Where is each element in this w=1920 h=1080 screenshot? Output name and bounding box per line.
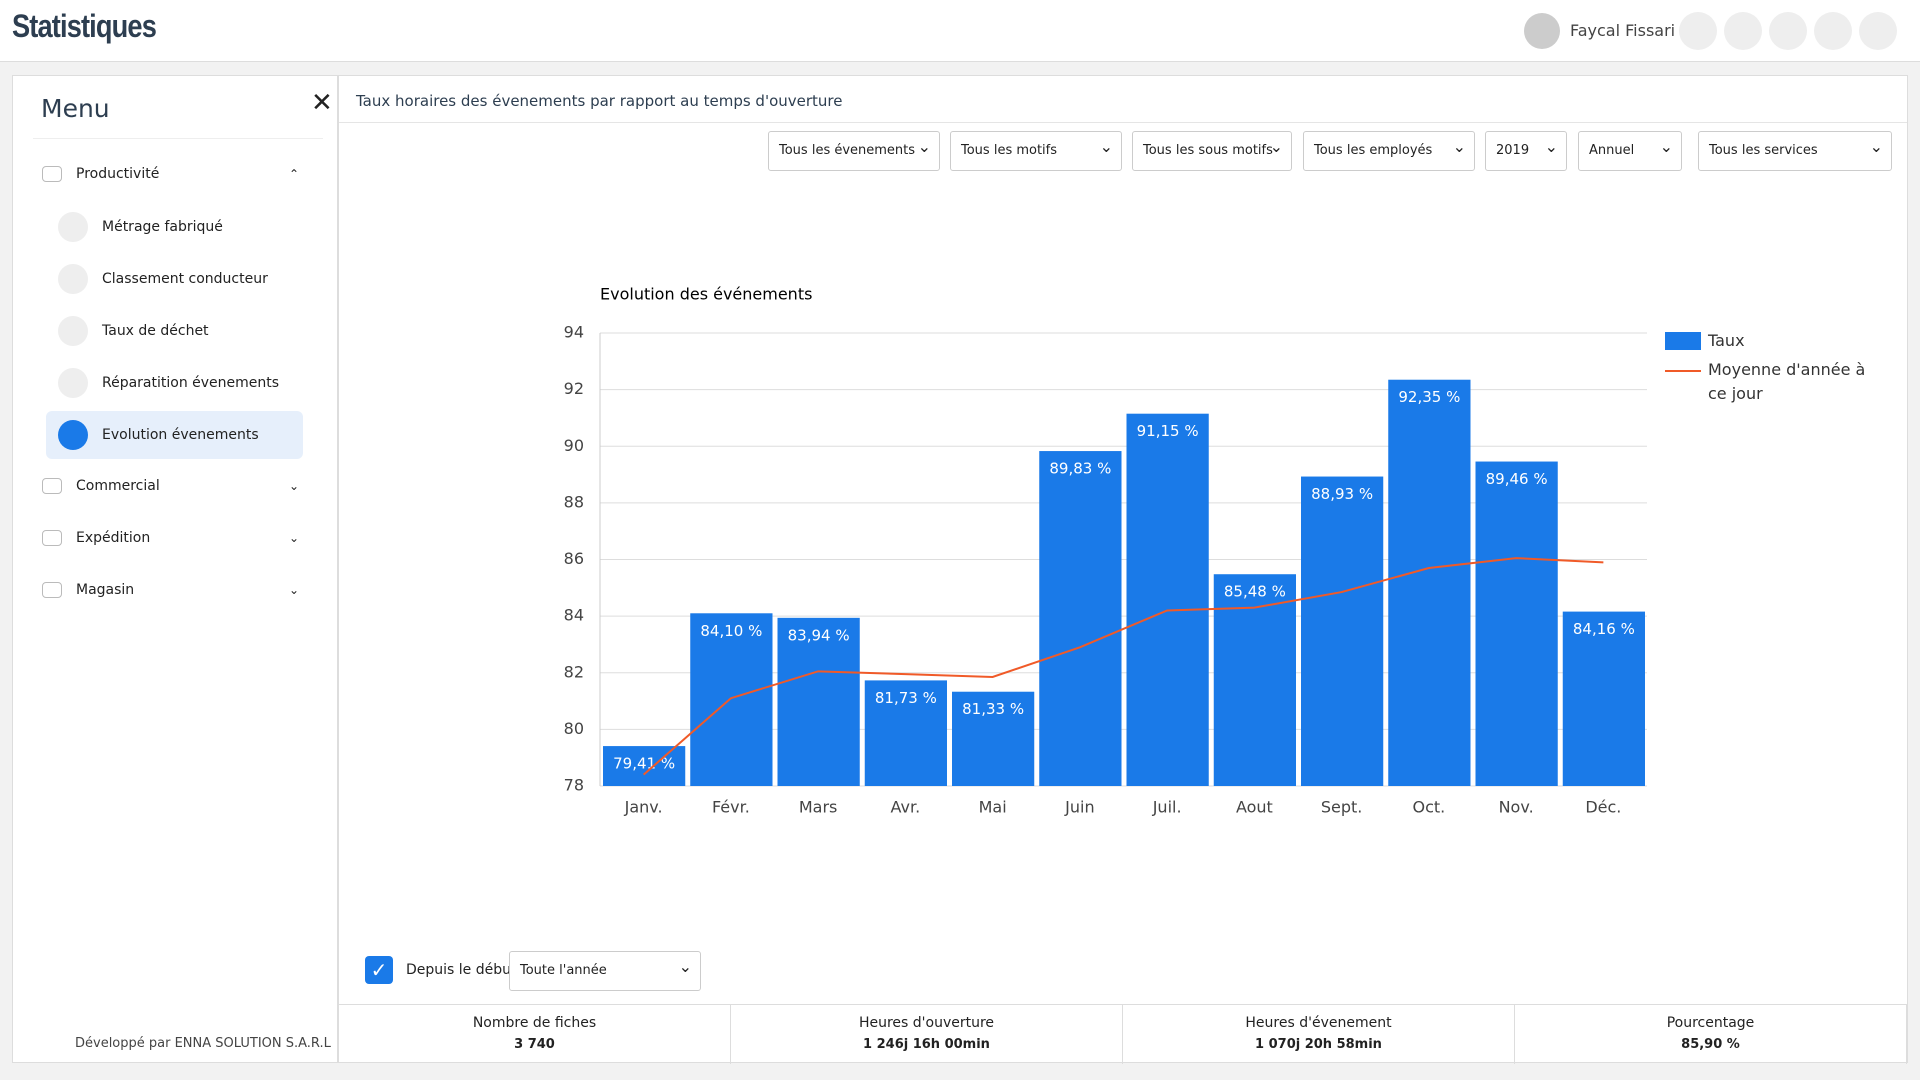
icon xyxy=(42,582,62,598)
menu-section[interactable]: Magasin ⌄ xyxy=(37,575,307,605)
legend-label[interactable]: Moyenne d'année à ce jour xyxy=(1708,360,1866,403)
filter-select[interactable]: Tous les motifs xyxy=(950,131,1122,171)
menu-section[interactable]: Productivité ⌃ xyxy=(37,159,307,189)
icon xyxy=(58,264,88,294)
menu-label: Magasin xyxy=(76,582,135,598)
menu-item-label: Métrage fabriqué xyxy=(102,219,223,235)
menu-item-label: Classement conducteur xyxy=(102,271,268,287)
period-select[interactable]: Toute l'année xyxy=(509,951,701,991)
filter-select[interactable]: Tous les services xyxy=(1698,131,1892,171)
menu-item[interactable]: Classement conducteur xyxy=(46,255,303,303)
stat-value: 3 740 xyxy=(514,1037,555,1052)
menu-item[interactable]: Evolution évenements xyxy=(46,411,303,459)
icon xyxy=(58,316,88,346)
stat-value: 1 070j 20h 58min xyxy=(1255,1037,1382,1052)
avatar xyxy=(1524,13,1560,49)
sidebar: Menu ✕ Développé par ENNA SOLUTION S.A.R… xyxy=(12,75,338,1063)
menu-item-label: Réparatition évenements xyxy=(102,375,280,391)
filter-select[interactable]: Tous les évenements xyxy=(768,131,940,171)
checkbox-label: Depuis le début xyxy=(406,962,517,978)
stat-cell: Heures d'ouverture 1 246j 16h 00min xyxy=(731,1004,1123,1064)
menu-item-label: Taux de déchet xyxy=(102,323,209,339)
icon xyxy=(58,212,88,242)
home-button[interactable] xyxy=(1679,12,1717,50)
filter-select[interactable]: Annuel xyxy=(1578,131,1682,171)
menu-label: Expédition xyxy=(76,530,151,546)
chevron: ⌄ xyxy=(288,583,299,597)
icon xyxy=(42,530,62,546)
menu-item[interactable]: Réparatition évenements xyxy=(46,359,303,407)
divider xyxy=(339,122,1907,123)
app-title: Statistiques xyxy=(12,8,157,44)
menu-item[interactable]: Taux de déchet xyxy=(46,307,303,355)
icon xyxy=(58,368,88,398)
filter-select[interactable]: Tous les sous motifs xyxy=(1132,131,1292,171)
stat-value: 85,90 % xyxy=(1681,1037,1740,1052)
panel-title: Taux horaires des évenements par rapport… xyxy=(356,92,843,110)
panel: Taux horaires des évenements par rapport… xyxy=(338,75,1908,1064)
icon xyxy=(58,420,88,450)
stat-cell: Heures d'évenement 1 070j 20h 58min xyxy=(1123,1004,1515,1064)
stat-value: 1 246j 16h 00min xyxy=(863,1037,990,1052)
calendar-button[interactable] xyxy=(1769,12,1807,50)
checkbox[interactable]: ✓ xyxy=(365,956,393,984)
filter-select[interactable]: Tous les employés xyxy=(1303,131,1475,171)
close-button[interactable]: ✕ xyxy=(311,88,333,118)
icon xyxy=(42,478,62,494)
chevron: ⌄ xyxy=(288,531,299,545)
menu-section[interactable]: Expédition ⌄ xyxy=(37,523,307,553)
stat-cell: Nombre de fiches 3 740 xyxy=(339,1004,731,1064)
chevron: ⌃ xyxy=(288,167,299,181)
menu-footer: Développé par ENNA SOLUTION S.A.R.L xyxy=(75,1036,331,1051)
stat-label: Heures d'ouverture xyxy=(858,1015,995,1031)
user-name[interactable]: Faycal Fissari xyxy=(1570,21,1676,40)
legend-label[interactable]: Taux xyxy=(1708,331,1745,350)
chevron: ⌄ xyxy=(288,479,299,493)
menu-item[interactable]: Métrage fabriqué xyxy=(46,203,303,251)
stat-label: Nombre de fiches xyxy=(472,1015,597,1031)
notification-button[interactable] xyxy=(1814,12,1852,50)
menu-label: Commercial xyxy=(76,478,160,494)
stat-label: Heures d'évenement xyxy=(1245,1015,1392,1031)
dropdown-button[interactable] xyxy=(1859,12,1897,50)
icon xyxy=(42,166,62,182)
divider xyxy=(33,138,323,139)
filter-select[interactable]: 2019 xyxy=(1485,131,1567,171)
menu-section[interactable]: Commercial ⌄ xyxy=(37,471,307,501)
refresh-button[interactable] xyxy=(1724,12,1762,50)
menu-label: Productivité xyxy=(76,166,160,182)
header: Statistiques Faycal Fissari xyxy=(0,0,1920,62)
menu-item-label: Evolution évenements xyxy=(102,427,259,443)
stat-cell: Pourcentage 85,90 % xyxy=(1515,1004,1907,1064)
menu-title: Menu xyxy=(41,94,110,123)
stat-label: Pourcentage xyxy=(1666,1015,1755,1031)
